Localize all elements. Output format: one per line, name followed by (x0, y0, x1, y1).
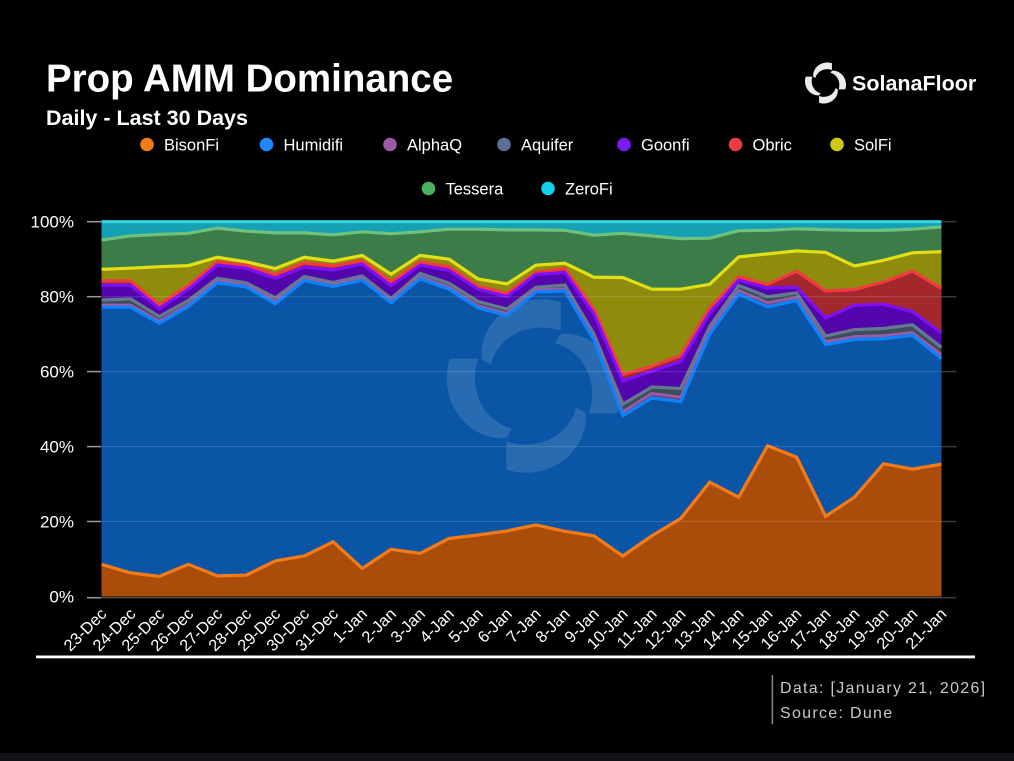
svg-text:BisonFi: BisonFi (164, 137, 219, 155)
svg-text:Prop AMM Dominance: Prop AMM Dominance (46, 58, 453, 101)
svg-text:SolanaFloor: SolanaFloor (852, 72, 977, 96)
svg-text:Data: [January 21, 2026]: Data: [January 21, 2026] (780, 680, 986, 697)
svg-text:60%: 60% (40, 362, 74, 381)
svg-text:ZeroFi: ZeroFi (565, 181, 613, 199)
svg-text:Tessera: Tessera (446, 181, 505, 199)
svg-text:Humidifi: Humidifi (284, 137, 344, 155)
svg-text:100%: 100% (31, 213, 74, 232)
svg-text:80%: 80% (40, 288, 74, 307)
svg-text:Aquifer: Aquifer (521, 137, 574, 155)
svg-text:SolFi: SolFi (854, 137, 892, 155)
svg-text:AlphaQ: AlphaQ (407, 137, 462, 155)
svg-text:Obric: Obric (753, 137, 792, 155)
svg-text:20%: 20% (40, 512, 74, 531)
svg-text:Source: Dune: Source: Dune (780, 705, 893, 722)
svg-text:Goonfi: Goonfi (641, 137, 690, 155)
svg-text:Daily - Last 30 Days: Daily - Last 30 Days (46, 106, 248, 130)
svg-text:40%: 40% (40, 437, 74, 456)
svg-text:0%: 0% (49, 587, 74, 606)
